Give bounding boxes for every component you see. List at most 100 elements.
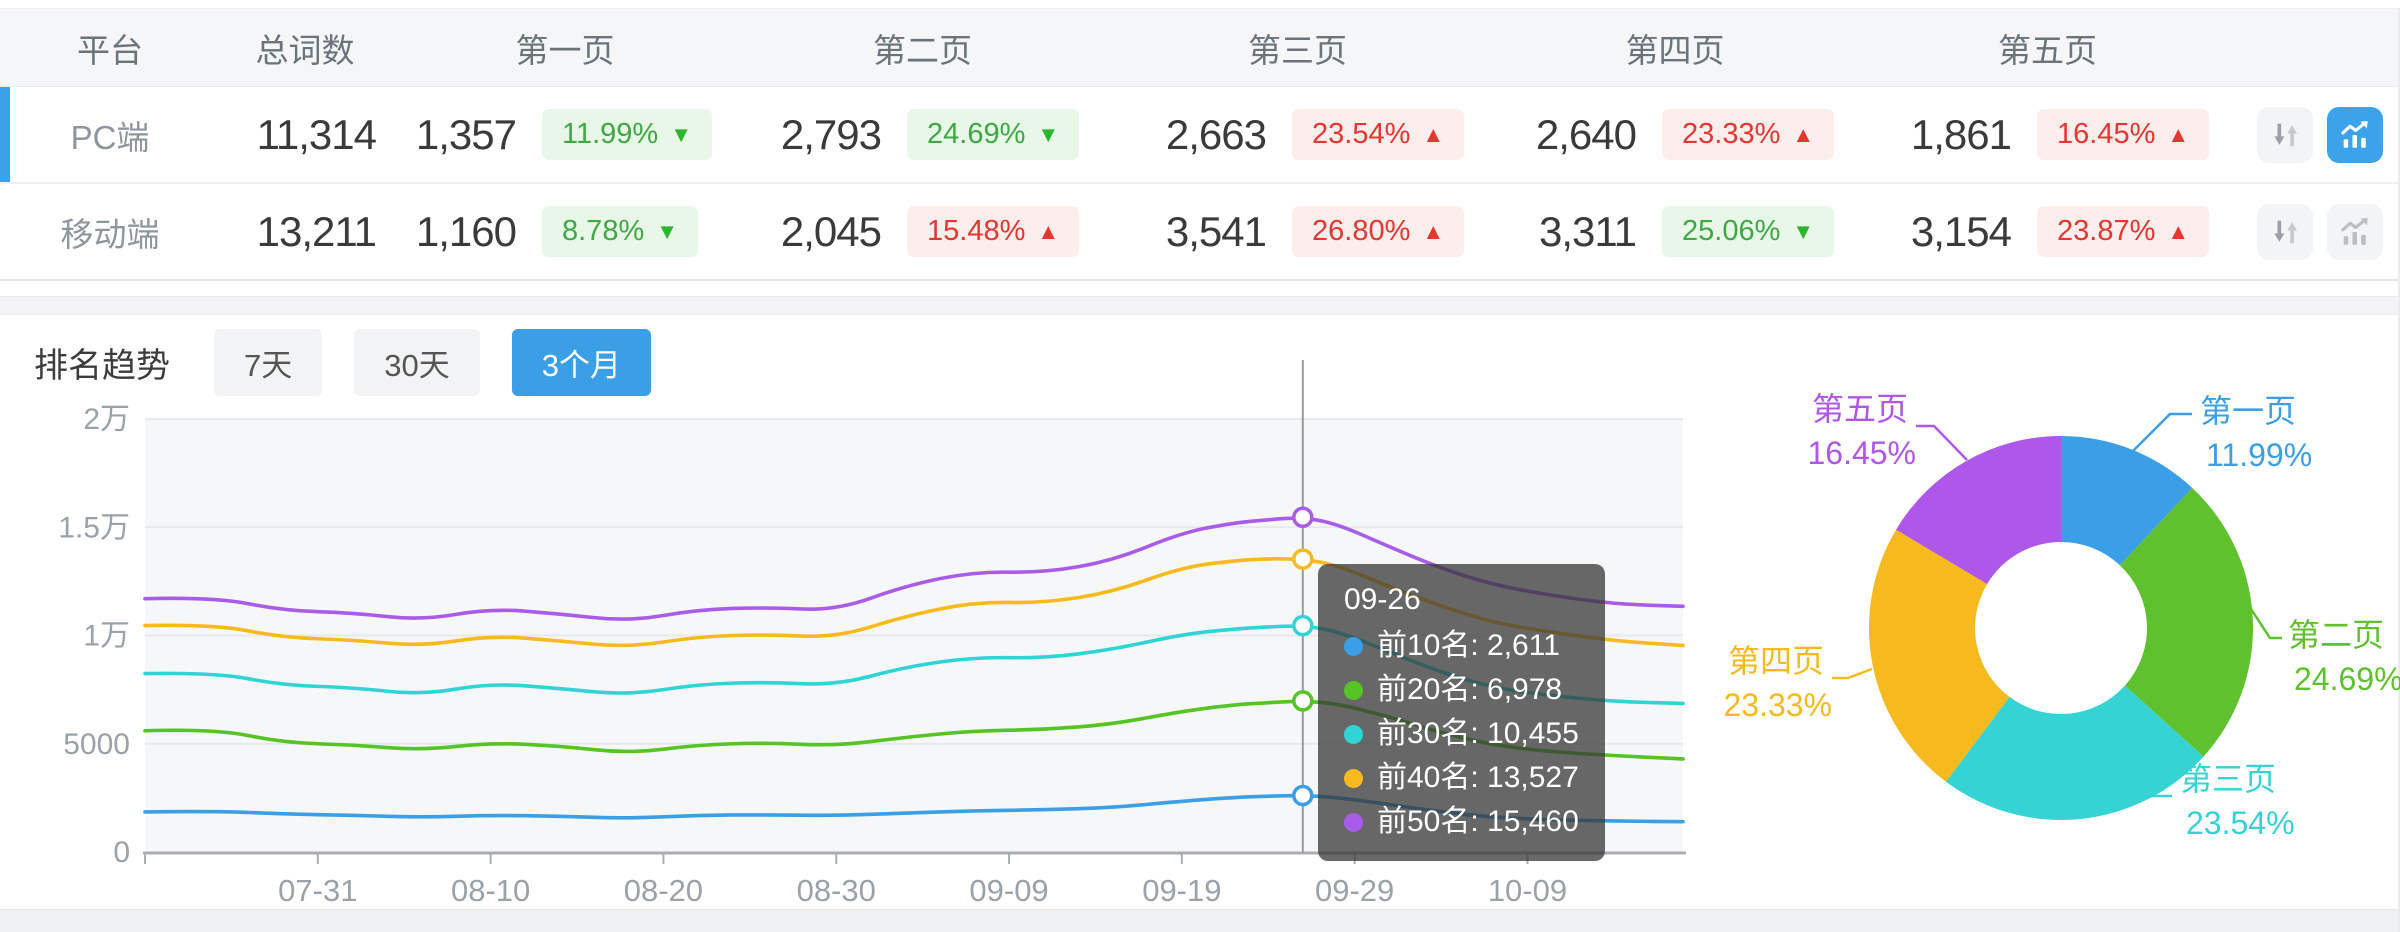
donut-label-line-2 bbox=[2084, 794, 2172, 816]
donut-label-line-3 bbox=[1832, 667, 1873, 680]
keyword-rank-table: 平台 总词数 第一页 第二页 第三页 第四页 第五页 PC端 11,314 1,… bbox=[0, 8, 2398, 281]
section-divider bbox=[0, 296, 2398, 315]
triangle-up-icon: ▲ bbox=[1422, 218, 1445, 244]
triangle-up-icon: ▲ bbox=[1792, 121, 1815, 147]
x-axis-tick-label: 10-09 bbox=[1488, 873, 1567, 908]
triangle-down-icon: ▼ bbox=[670, 121, 692, 147]
page4-count: 2,640 bbox=[1535, 110, 1637, 158]
tab-3months[interactable]: 3个月 bbox=[511, 328, 651, 396]
page3-count: 3,541 bbox=[1165, 207, 1267, 255]
total-words-value: 13,211 bbox=[256, 207, 377, 255]
page4-change-badge: 23.33% ▲ bbox=[1662, 109, 1835, 160]
page1-change-badge: 8.78% ▼ bbox=[542, 206, 699, 257]
donut-label-name-1: 第二页 bbox=[2288, 617, 2384, 653]
donut-label-name-0: 第一页 bbox=[2200, 393, 2296, 429]
x-axis-tick-label: 08-10 bbox=[451, 873, 530, 908]
page3-change-badge: 23.54% ▲ bbox=[1292, 109, 1465, 160]
seo-rank-dashboard: { "colors": { "accent_blue": "#3b9fe6", … bbox=[0, 8, 2400, 932]
watermark-logo-icon: ◣ bbox=[630, 569, 745, 743]
col-header-page3: 第三页 bbox=[1248, 31, 1347, 69]
table-header-row: 平台 总词数 第一页 第二页 第三页 第四页 第五页 bbox=[0, 8, 2398, 87]
table-row-mobile[interactable]: 移动端 13,211 1,160 8.78% ▼ 2,045 15.48% ▲ 3,… bbox=[0, 184, 2398, 281]
donut-label-line-4 bbox=[1916, 424, 1968, 461]
page5-count: 3,154 bbox=[1910, 207, 2012, 255]
tooltip-row: 前20名: 6,978 bbox=[1344, 668, 1579, 712]
hover-marker-0 bbox=[1292, 784, 1314, 807]
donut-slice-3 bbox=[1869, 529, 2010, 782]
y-axis-tick-label: 1万 bbox=[83, 620, 130, 653]
donut-label-name-3: 第四页 bbox=[1728, 643, 1824, 679]
platform-label: 移动端 bbox=[60, 215, 160, 253]
tab-30days[interactable]: 30天 bbox=[354, 328, 480, 396]
triangle-up-icon: ▲ bbox=[2167, 218, 2190, 244]
col-header-page4: 第四页 bbox=[1625, 31, 1725, 69]
donut-label-line-1 bbox=[2247, 605, 2282, 640]
page3-count: 2,663 bbox=[1165, 110, 1267, 158]
tab-7days[interactable]: 7天 bbox=[214, 328, 323, 396]
legend-dot-icon bbox=[1344, 768, 1363, 788]
donut-label-percent-4: 16.45% bbox=[1807, 435, 1916, 471]
table-row-pc[interactable]: PC端 11,314 1,357 11.99% ▼ 2,793 24.69% ▼ 2… bbox=[0, 87, 2398, 184]
tooltip-row: 前30名: 10,455 bbox=[1344, 712, 1579, 756]
trend-chart-glyph bbox=[2341, 217, 2368, 245]
section-gap bbox=[0, 281, 2398, 296]
tooltip-row: 前50名: 15,460 bbox=[1344, 800, 1579, 844]
donut-slice-4 bbox=[1896, 436, 2061, 584]
tooltip-date: 09-26 bbox=[1344, 583, 1421, 616]
trend-chart-icon[interactable] bbox=[2327, 106, 2383, 163]
triangle-up-icon: ▲ bbox=[1422, 121, 1445, 147]
sort-arrows-icon bbox=[2274, 123, 2298, 146]
hover-marker-4 bbox=[1292, 506, 1314, 529]
page1-count: 1,357 bbox=[415, 110, 517, 158]
chart-tooltip: 09-26 前10名: 2,611 前20名: 6,978 前30名: 10,455… bbox=[1318, 564, 1605, 861]
x-axis-tick-label: 09-09 bbox=[969, 873, 1048, 908]
col-header-page1: 第一页 bbox=[515, 31, 615, 69]
watermark-text: 爱站网 bbox=[763, 548, 1297, 763]
y-axis-tick-label: 2万 bbox=[83, 403, 130, 436]
y-axis-tick-label: 0 bbox=[113, 836, 130, 869]
x-axis-tick-label: 08-30 bbox=[797, 873, 876, 908]
col-header-platform: 平台 bbox=[77, 31, 143, 69]
aizhan-watermark: ◣爱站网 bbox=[630, 548, 1297, 763]
donut-slice-0 bbox=[2061, 436, 2193, 566]
page5-change-badge: 16.45% ▲ bbox=[2037, 109, 2210, 160]
col-header-page2: 第二页 bbox=[873, 31, 972, 69]
total-words-value: 11,314 bbox=[256, 110, 377, 158]
trend-chart-glyph bbox=[2341, 120, 2368, 148]
tooltip-row: 前40名: 13,527 bbox=[1344, 756, 1579, 800]
tooltip-rows: 前10名: 2,611 前20名: 6,978 前30名: 10,455 前40名: … bbox=[1344, 624, 1579, 844]
donut-slice-1 bbox=[2119, 487, 2254, 757]
legend-dot-icon bbox=[1344, 680, 1363, 700]
page5-count: 1,861 bbox=[1910, 110, 2012, 158]
triangle-up-icon: ▲ bbox=[2167, 121, 2190, 147]
page2-count: 2,045 bbox=[780, 207, 882, 255]
platform-label: PC端 bbox=[70, 118, 150, 156]
y-axis-tick-label: 5000 bbox=[63, 728, 130, 761]
rank-trend-header: 排名趋势 7天 30天 3个月 bbox=[0, 315, 2398, 396]
page2-change-badge: 24.69% ▼ bbox=[907, 109, 1080, 160]
legend-dot-icon bbox=[1344, 724, 1363, 744]
donut-label-name-2: 第三页 bbox=[2180, 761, 2276, 797]
donut-label-percent-0: 11.99% bbox=[2206, 437, 2312, 473]
triangle-down-icon: ▼ bbox=[1792, 218, 1815, 244]
sort-icon[interactable] bbox=[2257, 203, 2313, 260]
donut-label-percent-2: 23.54% bbox=[2186, 805, 2295, 841]
rank-trend-title: 排名趋势 bbox=[34, 346, 170, 385]
trend-chart-icon[interactable] bbox=[2327, 203, 2383, 260]
donut-label-percent-1: 24.69% bbox=[2294, 661, 2400, 697]
donut-label-line-0 bbox=[2127, 412, 2192, 457]
triangle-down-icon: ▼ bbox=[1037, 121, 1060, 147]
col-header-total-words: 总词数 bbox=[255, 31, 355, 69]
page2-count: 2,793 bbox=[780, 110, 882, 158]
donut-label-percent-3: 23.33% bbox=[1723, 687, 1832, 723]
legend-dot-icon bbox=[1344, 636, 1363, 656]
triangle-down-icon: ▼ bbox=[656, 218, 679, 244]
selected-row-indicator bbox=[0, 87, 10, 182]
x-axis-tick-label: 07-31 bbox=[278, 873, 357, 908]
legend-dot-icon bbox=[1344, 813, 1363, 833]
sort-icon[interactable] bbox=[2257, 106, 2313, 163]
page1-count: 1,160 bbox=[415, 207, 517, 255]
y-axis-tick-label: 1.5万 bbox=[58, 511, 130, 544]
col-header-page5: 第五页 bbox=[1998, 31, 2097, 69]
page2-change-badge: 15.48% ▲ bbox=[907, 206, 1080, 257]
